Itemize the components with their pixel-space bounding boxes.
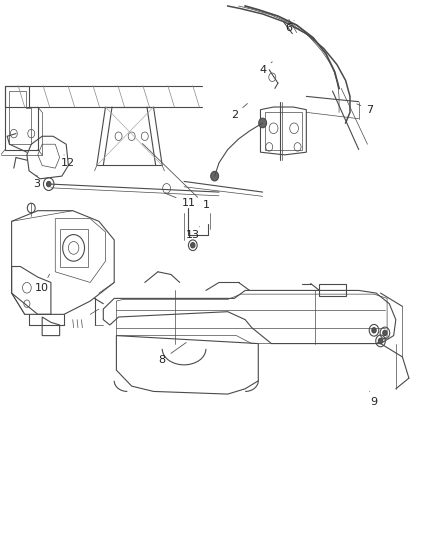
Circle shape <box>378 338 383 344</box>
Text: 13: 13 <box>186 227 200 240</box>
Text: 1: 1 <box>142 143 209 211</box>
Text: 8: 8 <box>159 343 186 365</box>
Text: 3: 3 <box>33 175 40 189</box>
Text: 6: 6 <box>286 20 294 34</box>
Text: 11: 11 <box>165 193 195 208</box>
Circle shape <box>383 330 387 336</box>
Circle shape <box>259 118 267 128</box>
Text: 2: 2 <box>231 103 247 120</box>
Circle shape <box>372 328 376 333</box>
Text: 12: 12 <box>61 155 75 168</box>
Circle shape <box>46 181 51 187</box>
Text: 10: 10 <box>35 274 49 293</box>
Text: 4: 4 <box>259 62 272 75</box>
Circle shape <box>211 171 219 181</box>
Circle shape <box>191 243 195 248</box>
Text: 7: 7 <box>357 104 373 115</box>
Text: 9: 9 <box>370 391 378 407</box>
